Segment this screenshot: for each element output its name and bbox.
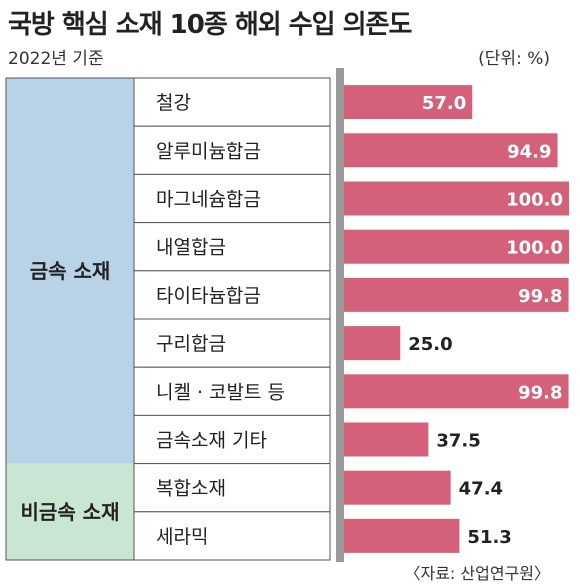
category-label: 알루미늄합금 <box>156 140 261 162</box>
chart-subtitle: 2022년 기준 <box>8 49 104 69</box>
group-background-1 <box>6 78 134 464</box>
bar <box>344 277 569 312</box>
category-cell <box>133 77 331 127</box>
table-frame <box>5 77 331 561</box>
bar <box>344 181 569 216</box>
unit-label: (단위: %) <box>478 49 550 69</box>
value-label: 99.8 <box>518 382 562 403</box>
bar <box>344 422 429 457</box>
value-label: 25.0 <box>408 334 452 355</box>
category-cell <box>133 318 331 368</box>
axis-strip <box>336 68 344 562</box>
bar <box>344 470 451 505</box>
value-label: 100.0 <box>506 190 563 211</box>
group-label: 비금속 소재 <box>21 500 120 524</box>
chart-title: 국방 핵심 소재 10종 해외 수입 의존도 <box>8 10 412 40</box>
category-label: 니켈 · 코발트 등 <box>156 381 285 403</box>
value-label: 37.5 <box>436 431 480 452</box>
bar <box>344 518 460 553</box>
bar <box>344 133 558 168</box>
bar <box>344 326 401 361</box>
group-label: 금속 소재 <box>30 259 111 283</box>
category-cell <box>133 511 331 561</box>
value-label: 47.4 <box>459 479 503 500</box>
bar <box>344 85 473 120</box>
category-label: 구리합금 <box>156 333 226 355</box>
value-label: 100.0 <box>506 238 563 259</box>
value-label: 99.8 <box>518 286 562 307</box>
bar <box>344 374 569 409</box>
value-label: 57.0 <box>422 93 466 114</box>
category-label: 내열합금 <box>156 237 226 259</box>
source-label: 〈자료: 산업연구원〉 <box>404 564 550 583</box>
category-cell <box>133 125 331 175</box>
group-background-2 <box>6 463 134 560</box>
category-label: 세라믹 <box>156 526 208 548</box>
category-label: 마그네슘합금 <box>156 189 261 211</box>
bar <box>344 229 569 264</box>
value-label: 51.3 <box>467 527 511 548</box>
category-label: 철강 <box>156 92 191 114</box>
category-label: 타이타늄합금 <box>156 285 261 307</box>
category-cell <box>133 366 331 416</box>
value-label: 94.9 <box>507 141 551 162</box>
category-label: 금속소재 기타 <box>156 430 267 452</box>
category-label: 복합소재 <box>156 478 226 500</box>
category-cell <box>133 463 331 513</box>
